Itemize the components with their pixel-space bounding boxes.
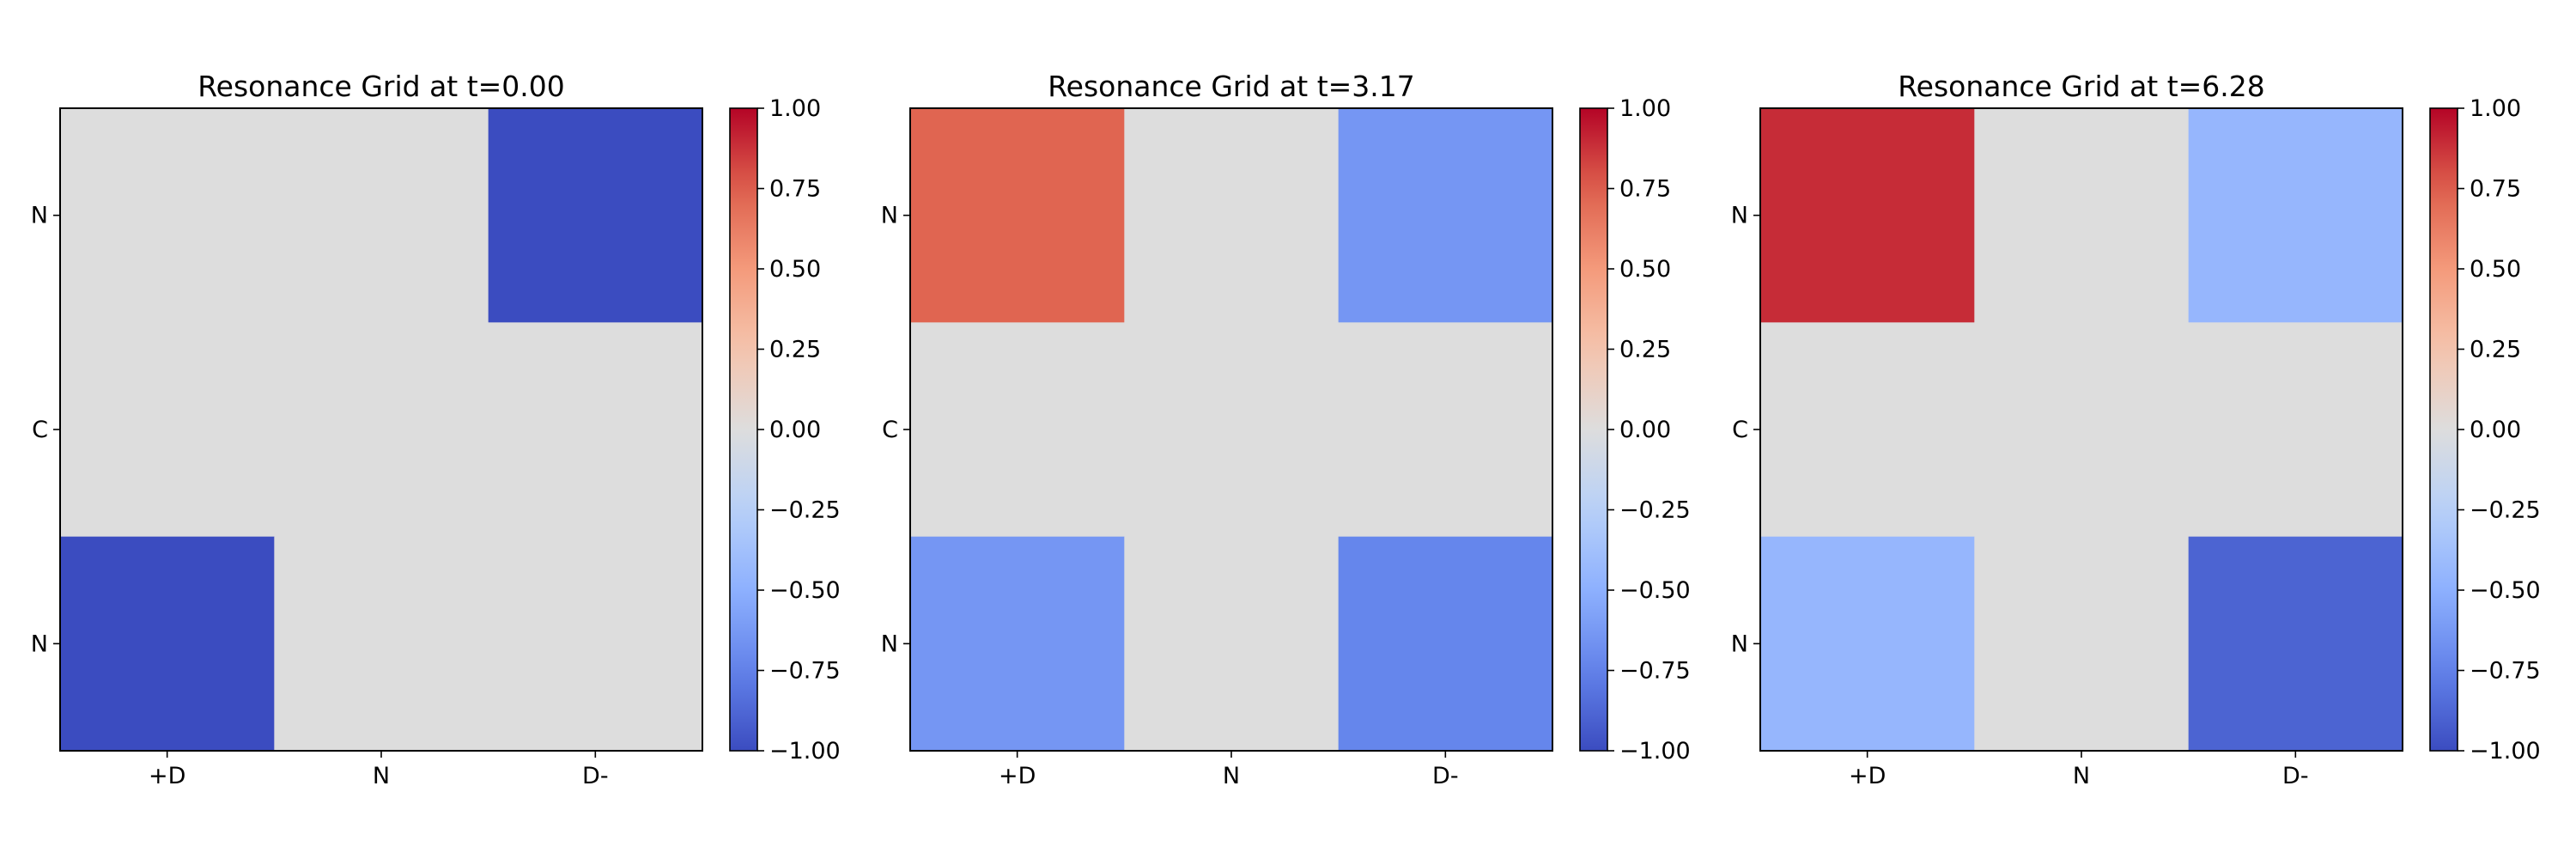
colorbar-tick-label: −0.75 [1619, 658, 1691, 685]
x-tick-label: +D [999, 763, 1036, 789]
y-tick-label: C [1732, 417, 1748, 443]
colorbar-tick-label: −0.75 [2470, 658, 2541, 685]
heatmap-cell [1124, 322, 1340, 538]
x-tick-label: D- [1432, 763, 1459, 789]
colorbar-tick-label: −0.50 [1619, 577, 1691, 604]
heatmap-cell [60, 322, 275, 538]
colorbar-tick-label: −1.00 [769, 738, 841, 765]
x-tick-label: D- [582, 763, 609, 789]
colorbar [729, 107, 758, 752]
heatmap-cell [1338, 322, 1553, 538]
heatmap-cell [910, 108, 1125, 323]
colorbar-tick-label: 1.00 [1619, 95, 1671, 122]
heatmap-cell [60, 108, 275, 323]
colorbar-tick-label: −1.00 [1619, 738, 1691, 765]
heatmap-cell [60, 536, 275, 752]
heatmap-cell [910, 322, 1125, 538]
heatmap-cell [1974, 536, 2190, 752]
x-tick-label: N [2073, 763, 2090, 789]
heatmap-panel-1: Resonance Grid at t=0.00 +D N D- N C N 1.00 0.75… [31, 70, 841, 789]
heatmap-cell [1760, 536, 1975, 752]
x-tick-label: D- [2282, 763, 2309, 789]
colorbar-tick-label: −0.25 [1619, 497, 1691, 524]
colorbar-tick-label: 0.00 [769, 417, 821, 443]
colorbar [1579, 107, 1608, 752]
heatmap-cell [274, 322, 489, 538]
y-tick-label: C [882, 417, 898, 443]
heatmap-cell [488, 322, 703, 538]
colorbar-tick-label: −0.50 [769, 577, 841, 604]
heatmap-cell [274, 108, 489, 323]
colorbar-tick-label: 0.25 [769, 337, 821, 363]
x-tick-label: +D [149, 763, 185, 789]
colorbar-tick-label: −0.75 [769, 658, 841, 685]
heatmap-cell [274, 536, 489, 752]
colorbar-tick-label: 0.00 [1619, 417, 1671, 443]
y-tick-label: N [881, 203, 898, 229]
colorbar-tick-label: −1.00 [2470, 738, 2541, 765]
colorbar-tick-label: 0.00 [2470, 417, 2521, 443]
heatmap-panel-3: Resonance Grid at t=6.28 +D N D- N C N 1.00 0.75… [1731, 70, 2541, 789]
y-tick-label: C [32, 417, 48, 443]
heatmap-cell [1338, 536, 1553, 752]
heatmap-cell [1338, 108, 1553, 323]
x-tick-label: N [1223, 763, 1240, 789]
colorbar-tick-label: 1.00 [2470, 95, 2521, 122]
chart-title: Resonance Grid at t=3.17 [1048, 70, 1415, 103]
x-tick-label: N [373, 763, 390, 789]
x-tick-label: +D [1849, 763, 1886, 789]
chart-title: Resonance Grid at t=6.28 [1898, 70, 2265, 103]
heatmap-cell [1124, 536, 1340, 752]
y-tick-label: N [31, 631, 48, 657]
heatmap-cell [1974, 108, 2190, 323]
heatmap-cell [2188, 536, 2403, 752]
y-tick-label: N [1731, 631, 1748, 657]
colorbar-tick-label: 1.00 [769, 95, 821, 122]
heatmap-cell [1760, 108, 1975, 323]
colorbar-tick-label: 0.75 [769, 176, 821, 203]
heatmap-cell [488, 108, 703, 323]
heatmap-cell [1124, 108, 1340, 323]
colorbar-tick-label: −0.25 [2470, 497, 2541, 524]
heatmap-cell [2188, 108, 2403, 323]
heatmap-cell [488, 536, 703, 752]
y-tick-label: N [1731, 203, 1748, 229]
y-tick-label: N [881, 631, 898, 657]
heatmap-cell [1760, 322, 1975, 538]
colorbar-tick-label: −0.25 [769, 497, 841, 524]
colorbar-tick-label: 0.50 [1619, 256, 1671, 283]
heatmap-cell [2188, 322, 2403, 538]
heatmap-panel-2: Resonance Grid at t=3.17 +D N D- N C N 1.00 0.75… [881, 70, 1691, 789]
y-tick-label: N [31, 203, 48, 229]
heatmap-cell [1974, 322, 2190, 538]
colorbar-tick-label: 0.50 [769, 256, 821, 283]
chart-title: Resonance Grid at t=0.00 [197, 70, 565, 103]
colorbar-tick-label: −0.50 [2470, 577, 2541, 604]
colorbar-tick-label: 0.75 [2470, 176, 2521, 203]
heatmap-cell [910, 536, 1125, 752]
colorbar-tick-label: 0.50 [2470, 256, 2521, 283]
colorbar [2429, 107, 2458, 752]
colorbar-tick-label: 0.25 [1619, 337, 1671, 363]
colorbar-tick-label: 0.75 [1619, 176, 1671, 203]
colorbar-tick-label: 0.25 [2470, 337, 2521, 363]
